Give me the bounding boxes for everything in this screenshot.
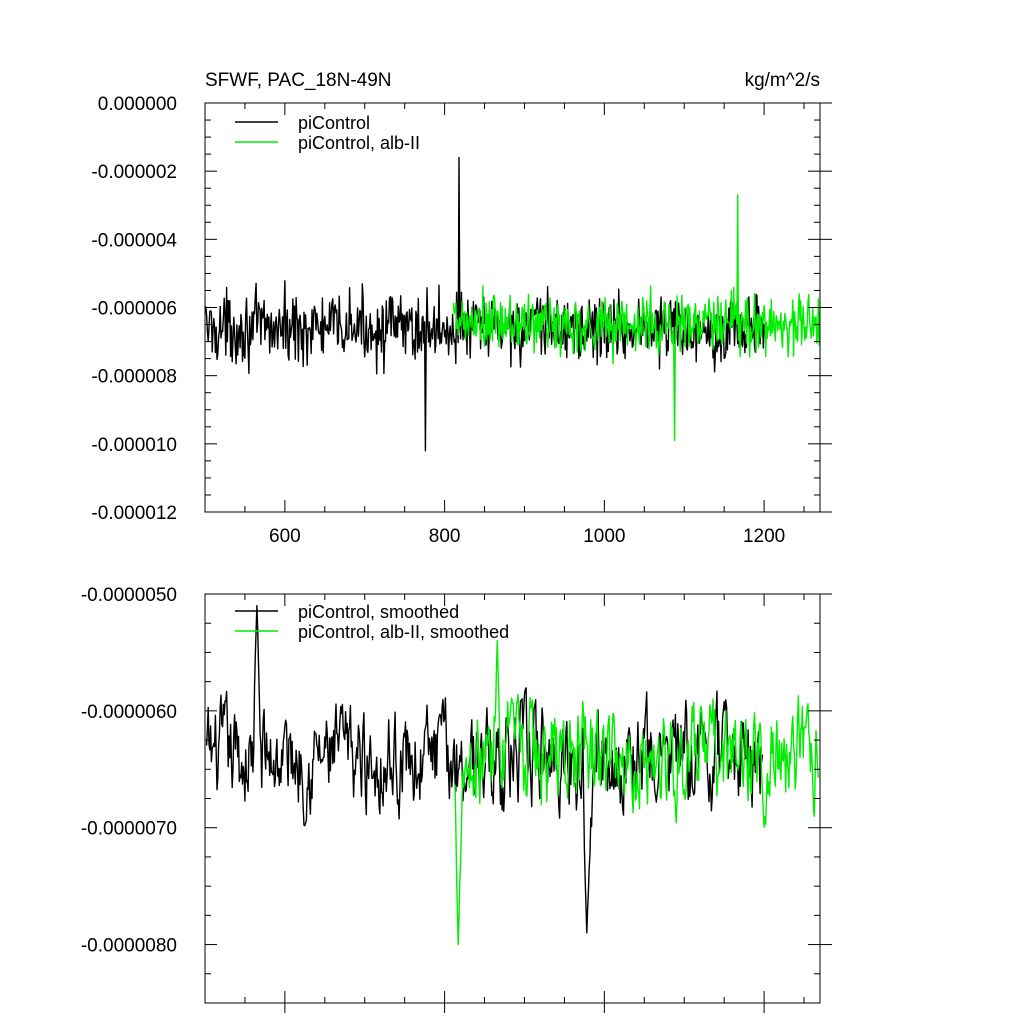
series-line-bottom-1 <box>454 640 820 946</box>
y-tick-label: -0.000008 <box>91 367 177 388</box>
legend-label: piControl, alb-II, smoothed <box>298 622 509 642</box>
y-tick-label: -0.000004 <box>91 230 177 251</box>
y-tick-label: -0.0000080 <box>81 936 177 957</box>
legend-label: piControl, smoothed <box>298 602 459 622</box>
y-tick-label: -0.0000050 <box>81 585 177 606</box>
top-panel: 600 800 1000 1200 0.000000 -0.000002 -0.000004… <box>91 94 832 547</box>
y-tick-label: -0.0000070 <box>81 819 177 840</box>
y-tick-label: -0.000006 <box>91 299 177 320</box>
x-tick-label: 1200 <box>743 526 785 547</box>
legend-label: piControl <box>298 113 370 133</box>
series-line-top-0 <box>205 156 765 452</box>
x-tick-label: 1000 <box>583 526 625 547</box>
y-tick-label: -0.000010 <box>91 435 177 456</box>
plot-frame-top <box>204 102 821 513</box>
bottom-panel: -0.0000050 -0.0000060 -0.0000070 -0.0000080… <box>81 585 832 1013</box>
x-tick-label: 600 <box>269 526 301 547</box>
units-label: kg/m^2/s <box>745 70 820 91</box>
y-tick-label: 0.000000 <box>98 94 177 115</box>
y-tick-label: -0.000002 <box>91 162 177 183</box>
y-tick-label: -0.0000060 <box>81 702 177 723</box>
x-tick-label: 800 <box>429 526 461 547</box>
plot-frame-bottom <box>204 593 821 1004</box>
legend-label: piControl, alb-II <box>298 133 420 153</box>
y-tick-label: -0.000012 <box>91 503 177 524</box>
series-line-top-1 <box>452 194 820 442</box>
chart-title: SFWF, PAC_18N-49N <box>205 70 392 91</box>
